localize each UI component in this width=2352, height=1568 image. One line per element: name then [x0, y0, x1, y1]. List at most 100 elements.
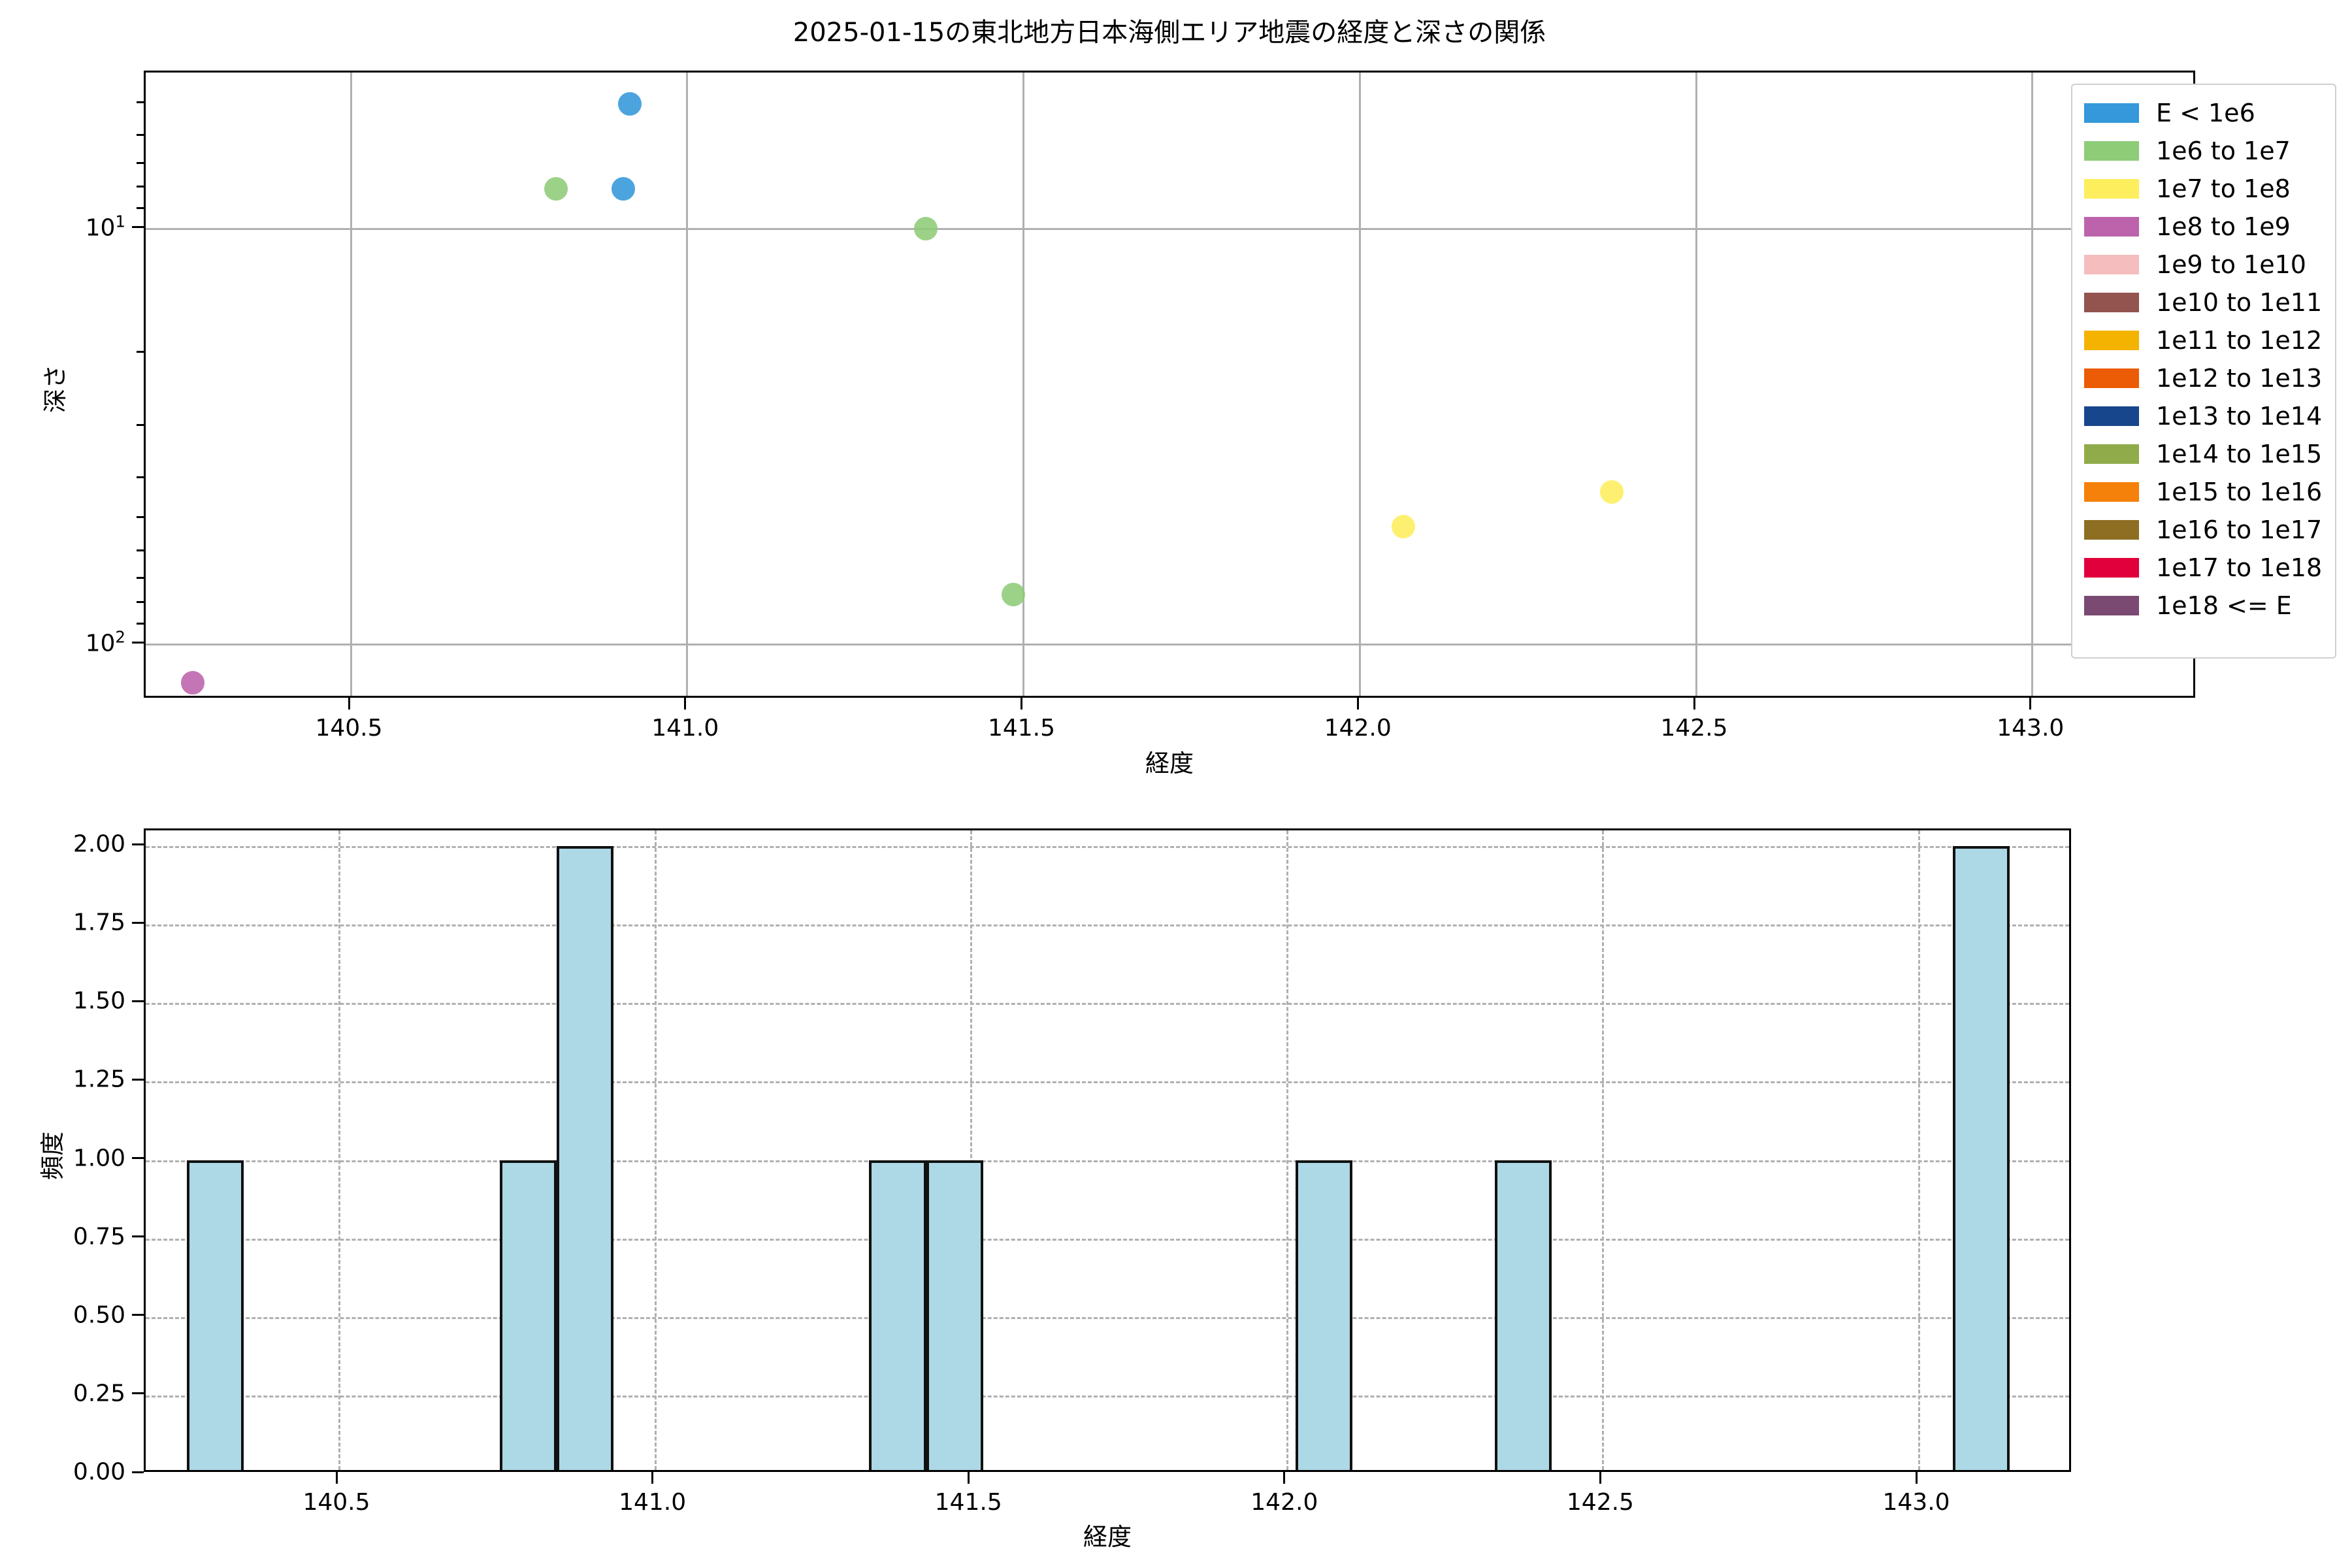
- scatter-point[interactable]: [544, 176, 568, 201]
- histogram-bar[interactable]: [1953, 846, 2010, 1470]
- histogram-bar[interactable]: [926, 1160, 983, 1470]
- histogram-bar[interactable]: [1296, 1160, 1353, 1470]
- scatter-x-tick: [2029, 698, 2032, 710]
- histogram-y-tick-label: 0.50: [73, 1301, 125, 1329]
- scatter-point[interactable]: [914, 217, 938, 241]
- legend-item[interactable]: 1e15 to 1e16: [2072, 473, 2335, 511]
- histogram-y-tick: [132, 1392, 144, 1395]
- legend-item[interactable]: 1e12 to 1e13: [2072, 359, 2335, 397]
- histogram-x-tick-label: 143.0: [1882, 1489, 1950, 1516]
- legend-item-label: 1e6 to 1e7: [2156, 137, 2291, 165]
- legend-item[interactable]: 1e13 to 1e14: [2072, 397, 2335, 435]
- histogram-x-axis-label: 経度: [1083, 1523, 1132, 1551]
- legend-color-swatch: [2084, 596, 2139, 615]
- histogram-x-tick: [1915, 1472, 1918, 1484]
- scatter-y-tick-minor: [137, 206, 144, 209]
- histogram-gridline-vertical: [338, 830, 340, 1470]
- histogram-x-tick: [1599, 1472, 1601, 1484]
- legend-color-swatch: [2084, 217, 2139, 237]
- legend-item-label: 1e8 to 1e9: [2156, 212, 2291, 241]
- legend-color-swatch: [2084, 141, 2139, 161]
- histogram-x-tick-label: 140.5: [302, 1489, 370, 1516]
- histogram-gridline-vertical: [654, 830, 657, 1470]
- legend-item[interactable]: 1e10 to 1e11: [2072, 284, 2335, 321]
- legend-color-swatch: [2084, 331, 2139, 350]
- legend-color-swatch: [2084, 179, 2139, 199]
- histogram-y-tick: [132, 921, 144, 924]
- scatter-x-tick-label: 140.5: [315, 715, 383, 742]
- histogram-x-tick-label: 141.5: [934, 1489, 1002, 1516]
- scatter-y-tick-minor: [137, 101, 144, 103]
- legend-item[interactable]: 1e8 to 1e9: [2072, 208, 2335, 246]
- page-title: 2025-01-15の東北地方日本海側エリア地震の経度と深さの関係: [792, 18, 1546, 48]
- scatter-x-tick-label: 142.5: [1660, 715, 1728, 742]
- scatter-y-tick-minor: [137, 161, 144, 164]
- scatter-point[interactable]: [1002, 583, 1026, 607]
- legend-item[interactable]: 1e11 to 1e12: [2072, 321, 2335, 359]
- scatter-point[interactable]: [611, 176, 635, 201]
- legend-box[interactable]: E < 1e6 1e6 to 1e7 1e7 to 1e8 1e8 to 1e9 1e9…: [2071, 84, 2336, 659]
- scatter-point[interactable]: [1392, 514, 1416, 538]
- legend-color-swatch: [2084, 558, 2139, 578]
- histogram-y-tick-label: 1.50: [73, 987, 125, 1015]
- scatter-x-tick-label: 141.0: [651, 715, 719, 742]
- scatter-y-tick-minor: [137, 549, 144, 551]
- legend-item[interactable]: E < 1e6: [2072, 94, 2335, 132]
- histogram-gridline-horizontal: [146, 1081, 2069, 1084]
- histogram-gridline-vertical: [1602, 830, 1605, 1470]
- histogram-x-tick-label: 141.0: [619, 1489, 687, 1516]
- scatter-y-tick-label: 102: [85, 627, 125, 657]
- legend-color-swatch: [2084, 520, 2139, 540]
- scatter-point[interactable]: [181, 671, 205, 695]
- histogram-gridline-horizontal: [146, 846, 2069, 849]
- scatter-y-axis-label: 深さ: [41, 365, 69, 413]
- histogram-x-tick: [967, 1472, 970, 1484]
- scatter-x-tick: [348, 698, 350, 710]
- legend-item-label: 1e17 to 1e18: [2156, 553, 2323, 582]
- scatter-gridline-horizontal: [146, 643, 2193, 645]
- legend-item[interactable]: 1e17 to 1e18: [2072, 549, 2335, 587]
- legend-item[interactable]: 1e14 to 1e15: [2072, 435, 2335, 473]
- legend-color-swatch: [2084, 368, 2139, 388]
- scatter-point[interactable]: [1600, 480, 1624, 504]
- histogram-bar[interactable]: [186, 1160, 244, 1470]
- scatter-y-tick-minor: [137, 622, 144, 625]
- histogram-y-tick-label: 1.00: [73, 1145, 125, 1171]
- histogram-bar[interactable]: [556, 846, 613, 1470]
- legend-item[interactable]: 1e6 to 1e7: [2072, 132, 2335, 170]
- histogram-y-tick-label: 2.00: [73, 830, 125, 858]
- legend-item-label: 1e11 to 1e12: [2156, 326, 2323, 355]
- histogram-x-tick: [651, 1472, 654, 1484]
- scatter-gridline-vertical: [1695, 73, 1697, 696]
- histogram-y-tick-label: 1.75: [73, 909, 125, 936]
- histogram-y-tick: [132, 1314, 144, 1316]
- scatter-x-axis-label: 経度: [1145, 749, 1194, 777]
- histogram-x-tick: [335, 1472, 338, 1484]
- histogram-bar[interactable]: [499, 1160, 557, 1470]
- legend-item[interactable]: 1e9 to 1e10: [2072, 246, 2335, 284]
- scatter-y-tick-minor: [137, 516, 144, 519]
- legend-item[interactable]: 1e16 to 1e17: [2072, 511, 2335, 549]
- histogram-bar[interactable]: [869, 1160, 926, 1470]
- scatter-x-tick-label: 142.0: [1324, 715, 1392, 742]
- histogram-y-tick: [132, 1235, 144, 1238]
- histogram-bar[interactable]: [1495, 1160, 1552, 1470]
- scatter-point[interactable]: [618, 92, 642, 116]
- legend-color-swatch: [2084, 444, 2139, 464]
- legend-item[interactable]: 1e18 <= E: [2072, 587, 2335, 625]
- scatter-x-tick-label: 143.0: [1997, 715, 2065, 742]
- scatter-x-tick: [1693, 698, 1695, 710]
- histogram-x-tick-label: 142.0: [1250, 1489, 1318, 1516]
- histogram-y-tick: [132, 1000, 144, 1002]
- histogram-gridline-horizontal: [146, 1003, 2069, 1005]
- scatter-y-tick-minor: [137, 133, 144, 136]
- legend-item-label: 1e13 to 1e14: [2156, 402, 2323, 431]
- legend-item-label: 1e18 <= E: [2156, 591, 2292, 620]
- legend-color-swatch: [2084, 482, 2139, 502]
- scatter-y-tick-minor: [137, 351, 144, 353]
- legend-item[interactable]: 1e7 to 1e8: [2072, 170, 2335, 208]
- scatter-gridline-vertical: [2031, 73, 2034, 696]
- histogram-gridline-horizontal: [146, 924, 2069, 927]
- legend-color-swatch: [2084, 255, 2139, 274]
- histogram-y-tick: [132, 1157, 144, 1159]
